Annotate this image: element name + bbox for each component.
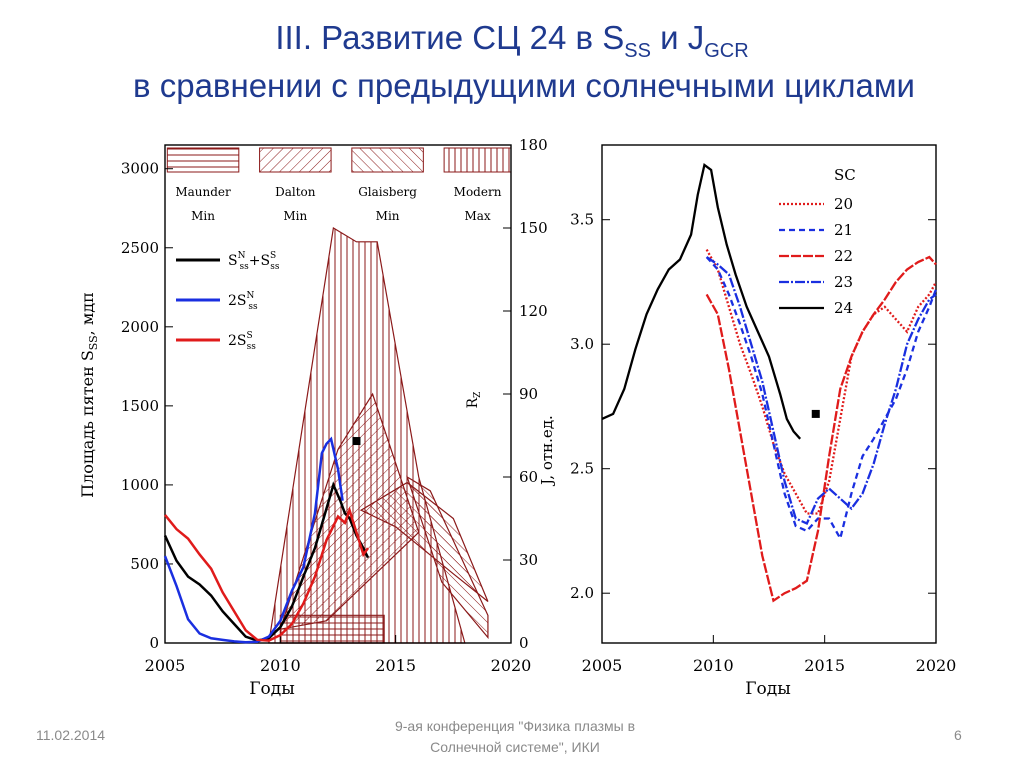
slide-title-line2: в сравнении с предыдущими солнечными цик… bbox=[133, 67, 915, 104]
y2-tick-label: 150 bbox=[519, 219, 548, 237]
grand-minimum-label: Min bbox=[283, 209, 307, 223]
legend-label: 23 bbox=[834, 273, 853, 291]
figure-svg: Maunder Min Dalton Min Glaisberg Min Modern Max… bbox=[78, 136, 957, 699]
y2-tick-label: 180 bbox=[519, 136, 548, 154]
y2-tick-label: 30 bbox=[519, 551, 538, 569]
grand-minimum-label: Max bbox=[464, 209, 490, 223]
grand-minimum-band bbox=[443, 147, 512, 173]
right-data-marker bbox=[811, 409, 820, 418]
left-series-line-2 bbox=[164, 506, 369, 642]
y-tick-label: 0 bbox=[149, 634, 159, 652]
x-tick-label: 2020 bbox=[916, 656, 957, 675]
grand-minimum-name: Maunder bbox=[175, 185, 231, 199]
legend-label: SN ss+SS ss bbox=[228, 251, 280, 272]
y2-tick-label: 0 bbox=[519, 634, 529, 652]
y-tick-label: 2.0 bbox=[570, 584, 594, 602]
grand-minimum-label: Min bbox=[191, 209, 215, 223]
legend-label: 24 bbox=[834, 299, 853, 317]
y-tick-label: 2500 bbox=[121, 239, 159, 257]
rz-forecast-region bbox=[279, 614, 385, 644]
y2-tick-label: 90 bbox=[519, 385, 538, 403]
x-tick-label: 2020 bbox=[491, 656, 532, 675]
y-tick-label: 3.0 bbox=[570, 335, 594, 353]
left-x-label: Годы bbox=[249, 679, 295, 699]
rz-forecast-region bbox=[406, 475, 489, 640]
grand-minimum-band bbox=[351, 147, 424, 173]
legend-label: 2SS ss bbox=[228, 331, 256, 352]
y2-tick-label: 120 bbox=[519, 302, 548, 320]
right-chart: 2005 2010 2015 2020 2.0 2.5 3.0 3.5 SC 20 21 22 23 2… bbox=[570, 144, 957, 699]
left-series-line-1 bbox=[163, 436, 344, 644]
legend-label: 22 bbox=[834, 247, 853, 265]
rz-label: RZ bbox=[465, 392, 483, 409]
footer-date: 11.02.2014 bbox=[36, 727, 106, 743]
grand-minimum-name: Dalton bbox=[275, 185, 316, 199]
right-series-line-24 bbox=[601, 162, 802, 440]
grand-minimum-name: Glaisberg bbox=[358, 185, 417, 199]
grand-minimum-name: Modern bbox=[454, 185, 502, 199]
x-tick-label: 2005 bbox=[145, 656, 186, 675]
y-tick-label: 500 bbox=[130, 555, 159, 573]
y2-tick-label: 60 bbox=[519, 468, 538, 486]
right-series-line-23 bbox=[706, 256, 937, 525]
x-tick-label: 2015 bbox=[375, 656, 416, 675]
left-data-marker bbox=[352, 437, 361, 446]
legend-label: 20 bbox=[834, 195, 853, 213]
grand-minimum-band bbox=[166, 147, 240, 173]
right-series-line-21 bbox=[705, 256, 938, 542]
y-tick-label: 1500 bbox=[121, 397, 159, 415]
left-y-label: Площадь пятен SSS, мдп bbox=[78, 292, 100, 498]
y-tick-label: 2.5 bbox=[570, 460, 594, 478]
left-y2-label: J, отн.ед. bbox=[538, 415, 556, 487]
y-tick-label: 3.5 bbox=[570, 211, 594, 229]
legend-label: 2SN ss bbox=[228, 291, 258, 312]
y-tick-label: 1000 bbox=[121, 476, 159, 494]
right-x-label: Годы bbox=[745, 679, 791, 699]
right-series-line-20 bbox=[705, 249, 938, 515]
right-plot-frame bbox=[601, 144, 937, 644]
x-tick-label: 2010 bbox=[693, 656, 734, 675]
grand-minimum-band bbox=[259, 147, 332, 173]
slide-title-line1: III. Развитие СЦ 24 в SSS и JGCR bbox=[275, 19, 749, 62]
y-tick-label: 2000 bbox=[121, 318, 159, 336]
right-series-line-22 bbox=[705, 255, 937, 603]
x-tick-label: 2015 bbox=[804, 656, 845, 675]
legend-label: 21 bbox=[834, 221, 853, 239]
grand-minimum-label: Min bbox=[376, 209, 400, 223]
x-tick-label: 2005 bbox=[582, 656, 623, 675]
left-chart: Maunder Min Dalton Min Glaisberg Min Modern Max… bbox=[78, 136, 556, 699]
figure-panel: Maunder Min Dalton Min Glaisberg Min Modern Max… bbox=[44, 110, 980, 706]
legend-title: SC bbox=[834, 166, 856, 184]
y-tick-label: 3000 bbox=[121, 160, 159, 178]
x-tick-label: 2010 bbox=[260, 656, 301, 675]
footer-page-number: 6 bbox=[954, 727, 962, 743]
footer-conference: 9-ая конференция "Физика плазмы в Солнечн… bbox=[394, 718, 636, 755]
